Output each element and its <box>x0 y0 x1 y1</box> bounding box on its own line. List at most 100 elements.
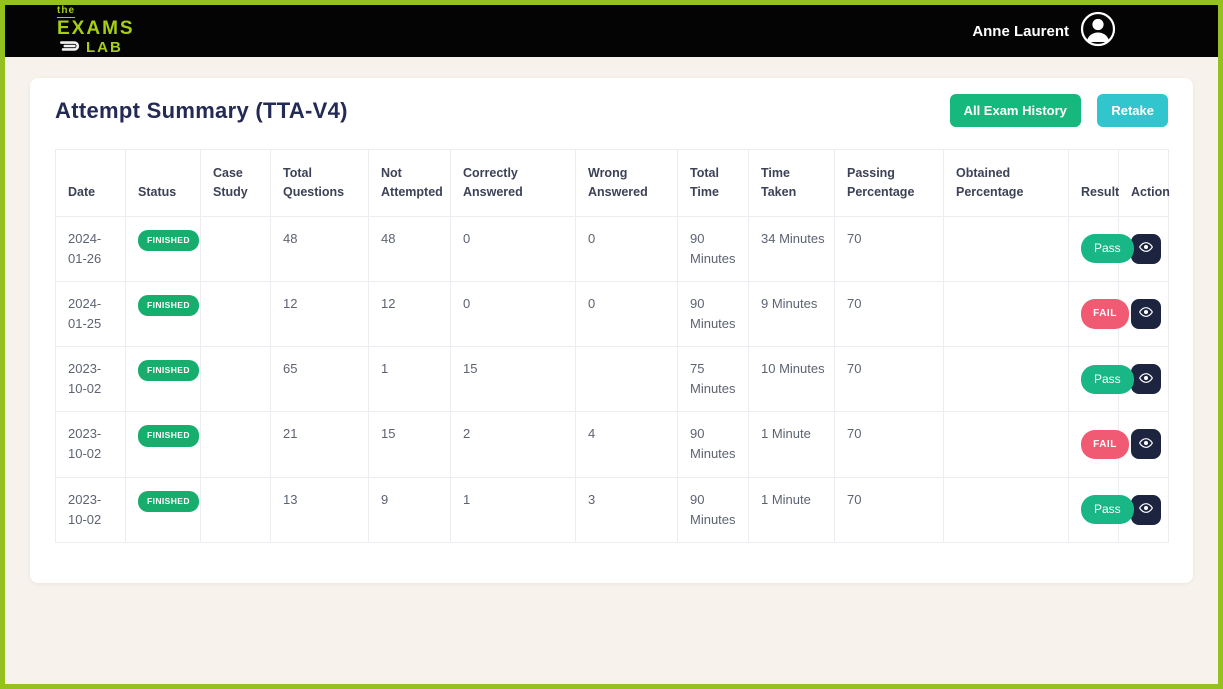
cell-time-taken: 1 Minute <box>748 476 835 543</box>
cell-case-study <box>200 280 271 348</box>
cell-wrong-answered: 3 <box>575 476 678 543</box>
status-badge: FINISHED <box>138 294 199 316</box>
cell-passing-percentage: 70 <box>834 280 944 348</box>
cell-result: FAIL <box>1068 411 1129 478</box>
column-header-3: Total Questions <box>270 149 369 217</box>
cell-result: Pass <box>1068 215 1134 282</box>
cell-case-study <box>200 346 271 413</box>
cell-obtained-percentage <box>943 280 1069 348</box>
logo-text-lab: LAB <box>86 39 123 56</box>
paperclip-icon <box>57 39 83 56</box>
view-attempt-button[interactable] <box>1131 364 1161 395</box>
view-attempt-button[interactable] <box>1131 494 1161 525</box>
eye-icon <box>1138 435 1154 454</box>
column-header-0: Date <box>55 149 126 217</box>
column-header-5: Correctly Answered <box>450 149 576 217</box>
table-row: 2024-01-26 FINISHED 48 48 0 0 90 Minutes… <box>55 215 1169 282</box>
cell-correctly-answered: 2 <box>450 411 576 478</box>
cell-total-time: 90 Minutes <box>677 280 749 348</box>
column-header-10: Obtained Percentage <box>943 149 1069 217</box>
cell-obtained-percentage <box>943 346 1069 413</box>
cell-total-questions: 12 <box>270 280 369 348</box>
cell-passing-percentage: 70 <box>834 411 944 478</box>
user-avatar-icon[interactable] <box>1080 11 1116 51</box>
eye-icon <box>1138 370 1154 389</box>
column-header-12: Action <box>1118 149 1170 217</box>
column-header-8: Time Taken <box>748 149 835 217</box>
cell-wrong-answered <box>575 346 678 413</box>
cell-not-attempted: 1 <box>368 346 451 413</box>
cell-time-taken: 9 Minutes <box>748 280 835 348</box>
cell-date: 2023-10-02 <box>55 411 126 478</box>
status-badge: FINISHED <box>138 229 199 251</box>
all-exam-history-button[interactable]: All Exam History <box>949 94 1081 127</box>
cell-not-attempted: 12 <box>368 280 451 348</box>
status-badge: FINISHED <box>138 425 199 447</box>
cell-passing-percentage: 70 <box>834 215 944 282</box>
cell-total-questions: 65 <box>270 346 369 413</box>
cell-date: 2024-01-25 <box>55 280 126 348</box>
table-row: 2023-10-02 FINISHED 21 15 2 4 90 Minutes… <box>55 411 1169 478</box>
cell-correctly-answered: 15 <box>450 346 576 413</box>
column-header-11: Result <box>1068 149 1119 217</box>
user-name: Anne Laurent <box>972 22 1069 40</box>
cell-date: 2023-10-02 <box>55 346 126 413</box>
cell-case-study <box>200 476 271 543</box>
result-pill: FAIL <box>1081 429 1129 460</box>
cell-total-time: 90 Minutes <box>677 411 749 478</box>
eye-icon <box>1138 304 1154 323</box>
eye-icon <box>1138 500 1154 519</box>
column-header-9: Passing Percentage <box>834 149 944 217</box>
status-badge: FINISHED <box>138 490 199 512</box>
cell-not-attempted: 48 <box>368 215 451 282</box>
cell-correctly-answered: 0 <box>450 215 576 282</box>
attempt-summary-card: Attempt Summary (TTA-V4) All Exam Histor… <box>30 78 1193 583</box>
cell-correctly-answered: 0 <box>450 280 576 348</box>
attempt-rows: 2024-01-26 FINISHED 48 48 0 0 90 Minutes… <box>55 215 1169 543</box>
cell-passing-percentage: 70 <box>834 476 944 543</box>
page-title: Attempt Summary (TTA-V4) <box>55 97 348 123</box>
cell-passing-percentage: 70 <box>834 346 944 413</box>
table-row: 2023-10-02 FINISHED 65 1 15 75 Minutes 1… <box>55 346 1169 413</box>
cell-result: FAIL <box>1068 280 1129 348</box>
cell-wrong-answered: 4 <box>575 411 678 478</box>
cell-wrong-answered: 0 <box>575 280 678 348</box>
cell-obtained-percentage <box>943 476 1069 543</box>
result-pill: FAIL <box>1081 299 1129 329</box>
cell-case-study <box>200 215 271 282</box>
table-header-row: Date Status Case Study Total Questions Not A… <box>55 149 1170 217</box>
cell-total-questions: 48 <box>270 215 369 282</box>
result-pill: Pass <box>1081 495 1134 525</box>
cell-obtained-percentage <box>943 215 1069 282</box>
column-header-1: Status <box>125 149 201 217</box>
status-badge: FINISHED <box>138 360 199 382</box>
cell-status: FINISHED <box>125 411 201 478</box>
view-attempt-button[interactable] <box>1131 298 1161 329</box>
table-row: 2024-01-25 FINISHED 12 12 0 0 90 Minutes… <box>55 280 1169 348</box>
column-header-2: Case Study <box>200 149 271 217</box>
header-actions: All Exam History Retake <box>949 94 1168 127</box>
result-pill: Pass <box>1081 234 1134 263</box>
retake-button[interactable]: Retake <box>1097 94 1168 127</box>
cell-not-attempted: 15 <box>368 411 451 478</box>
view-attempt-button[interactable] <box>1131 429 1161 460</box>
cell-obtained-percentage <box>943 411 1069 478</box>
column-header-6: Wrong Answered <box>575 149 678 217</box>
cell-total-time: 75 Minutes <box>677 346 749 413</box>
cell-total-time: 90 Minutes <box>677 215 749 282</box>
logo-text-the: the <box>57 5 75 18</box>
attempts-table: Date Status Case Study Total Questions Not A… <box>55 149 1170 543</box>
view-attempt-button[interactable] <box>1131 233 1161 264</box>
brand-logo[interactable]: the EXAMS LAB <box>57 6 135 56</box>
result-pill: Pass <box>1081 364 1134 394</box>
cell-time-taken: 1 Minute <box>748 411 835 478</box>
cell-status: FINISHED <box>125 215 201 282</box>
logo-text-exams: EXAMS <box>57 18 135 39</box>
cell-time-taken: 10 Minutes <box>748 346 835 413</box>
table-row: 2023-10-02 FINISHED 13 9 1 3 90 Minutes … <box>55 476 1169 543</box>
cell-total-questions: 21 <box>270 411 369 478</box>
eye-icon <box>1138 239 1154 258</box>
user-menu[interactable]: Anne Laurent <box>972 11 1116 51</box>
cell-total-time: 90 Minutes <box>677 476 749 543</box>
top-navbar: the EXAMS LAB Anne Laurent <box>5 5 1218 57</box>
